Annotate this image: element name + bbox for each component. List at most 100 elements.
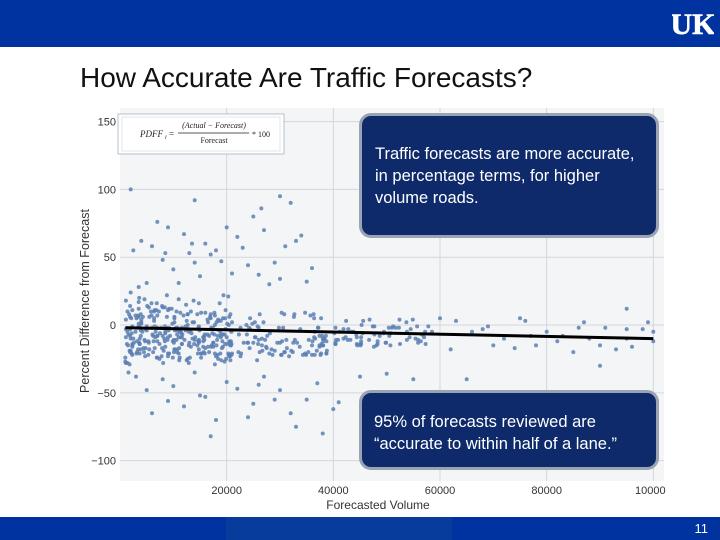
data-point xyxy=(397,317,402,322)
data-point xyxy=(259,206,264,211)
data-point xyxy=(136,300,141,304)
data-point xyxy=(149,301,154,306)
data-point xyxy=(646,320,650,325)
data-point xyxy=(166,225,170,230)
data-point xyxy=(303,310,308,315)
data-point xyxy=(166,308,170,313)
data-point xyxy=(160,305,165,310)
data-point xyxy=(294,424,298,429)
data-point xyxy=(534,343,538,348)
data-point xyxy=(320,333,325,338)
data-point xyxy=(315,381,320,386)
data-point xyxy=(383,340,388,345)
data-point xyxy=(188,344,193,349)
data-point xyxy=(214,248,218,253)
data-point xyxy=(269,347,274,352)
data-point xyxy=(123,317,128,322)
data-point xyxy=(256,342,261,346)
data-point xyxy=(393,325,398,330)
data-point xyxy=(184,318,189,323)
data-point xyxy=(304,279,309,284)
data-point xyxy=(304,397,309,402)
data-point xyxy=(250,321,255,326)
data-point xyxy=(303,351,308,356)
formula-box-inner xyxy=(121,116,281,152)
data-point xyxy=(208,434,213,439)
data-point xyxy=(203,241,208,246)
data-point xyxy=(359,335,364,340)
data-point xyxy=(259,343,264,348)
data-point xyxy=(195,343,200,348)
data-point xyxy=(321,343,326,348)
data-point xyxy=(310,343,314,348)
data-point xyxy=(154,301,159,306)
data-point xyxy=(155,339,160,344)
data-point xyxy=(236,332,241,337)
data-point xyxy=(217,301,222,306)
data-point xyxy=(201,339,206,344)
callout-accuracy-lane: 95% of forecasts reviewed are “accurate … xyxy=(359,390,659,470)
data-point xyxy=(346,327,351,332)
data-point xyxy=(126,332,131,337)
data-point xyxy=(390,325,394,330)
callout-accuracy-volume: Traffic forecasts are more accurate, in … xyxy=(359,113,659,238)
data-point xyxy=(157,342,162,346)
data-point xyxy=(205,332,210,337)
data-point xyxy=(210,331,215,336)
data-point xyxy=(336,400,341,405)
data-point xyxy=(598,363,602,368)
data-point xyxy=(203,394,208,399)
data-point xyxy=(491,343,496,348)
data-point xyxy=(167,351,172,356)
data-point xyxy=(128,304,133,308)
data-point xyxy=(170,355,175,360)
data-point xyxy=(178,335,183,340)
data-point xyxy=(160,257,165,262)
data-point xyxy=(184,302,189,307)
data-point xyxy=(150,332,155,337)
data-point xyxy=(454,318,458,323)
data-point xyxy=(131,336,136,341)
data-point xyxy=(308,313,313,318)
data-point xyxy=(255,324,260,329)
uk-logo-text: UK xyxy=(672,8,714,41)
data-point xyxy=(264,346,269,351)
formula-multiplier: * 100 xyxy=(252,130,270,139)
data-point xyxy=(128,290,133,295)
data-point xyxy=(170,321,175,326)
data-point xyxy=(355,343,360,348)
data-point xyxy=(272,348,277,353)
data-point xyxy=(181,313,186,318)
data-point xyxy=(163,344,168,349)
data-point xyxy=(361,318,366,323)
data-point xyxy=(147,347,152,352)
data-point xyxy=(138,347,143,352)
data-point xyxy=(283,244,288,249)
data-point xyxy=(251,340,256,345)
data-point xyxy=(512,346,517,351)
data-point xyxy=(246,263,250,268)
formula-lhs: PDFF xyxy=(139,129,163,139)
data-point xyxy=(290,350,295,355)
data-point xyxy=(398,342,402,346)
data-point xyxy=(126,370,131,375)
data-point xyxy=(182,404,186,409)
data-point xyxy=(216,356,221,361)
data-point xyxy=(148,309,153,314)
data-point xyxy=(555,339,560,344)
data-point xyxy=(152,316,157,321)
slide-title: How Accurate Are Traffic Forecasts? xyxy=(80,62,533,93)
data-point xyxy=(614,347,618,352)
slide-number: 11 xyxy=(694,521,709,536)
uk-logo: UK xyxy=(672,8,714,42)
data-point xyxy=(372,324,377,329)
data-point xyxy=(241,340,246,345)
data-point xyxy=(223,316,228,321)
data-point xyxy=(199,355,204,360)
formula-box: PDFF i = (Actual − Forecast) Forecast * … xyxy=(117,113,285,155)
data-point xyxy=(544,329,549,334)
data-point xyxy=(185,312,190,317)
data-point xyxy=(291,314,296,319)
data-point xyxy=(310,352,314,357)
trend-line xyxy=(125,326,654,341)
